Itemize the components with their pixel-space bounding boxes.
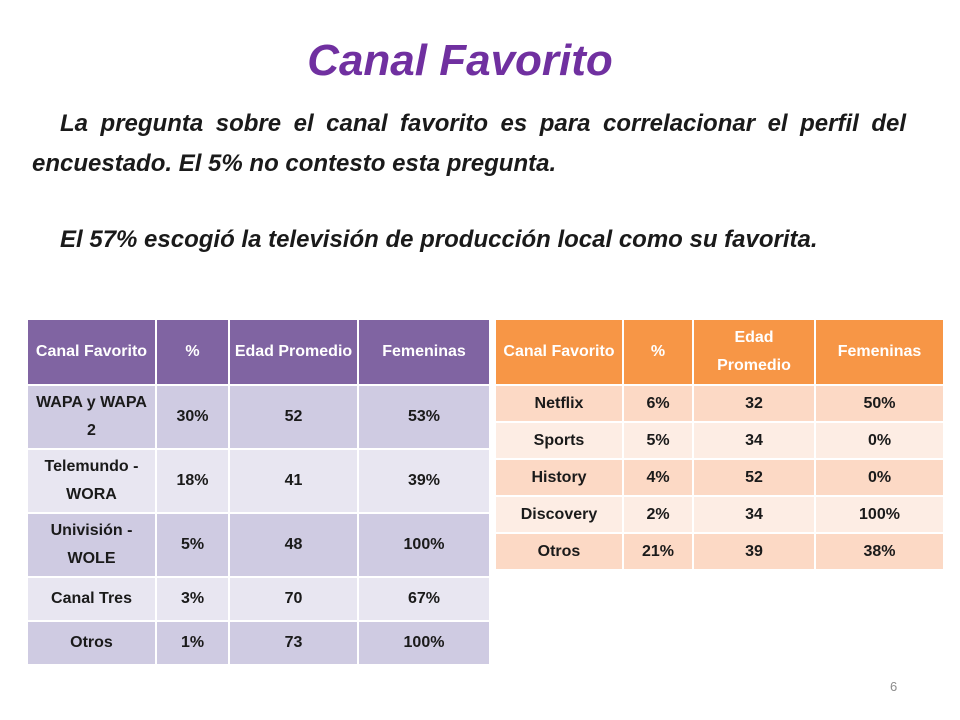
cell-percent: 5%: [622, 421, 694, 460]
table-row: WAPA y WAPA 2 30% 52 53%: [26, 384, 491, 450]
cell-age: 41: [228, 448, 359, 514]
local-channels-table: Canal Favorito % Edad Promedio Femeninas…: [26, 318, 491, 666]
other-channels-table: Canal Favorito % Edad Promedio Femeninas…: [494, 318, 945, 571]
header-edad-promedio: Edad Promedio: [692, 318, 816, 386]
cell-percent: 2%: [622, 495, 694, 534]
cell-female: 53%: [357, 384, 491, 450]
paragraph-local-tv: El 57% escogió la televisión de producci…: [60, 226, 818, 253]
table-row: Canal Tres 3% 70 67%: [26, 576, 491, 622]
table-row: Telemundo - WORA 18% 41 39%: [26, 448, 491, 514]
cell-female: 0%: [814, 458, 945, 497]
cell-female: 100%: [357, 620, 491, 666]
table-header-row: Canal Favorito % Edad Promedio Femeninas: [494, 318, 945, 386]
page-number: 6: [890, 679, 898, 694]
cell-age: 70: [228, 576, 359, 622]
table-row: Discovery 2% 34 100%: [494, 495, 945, 534]
cell-female: 100%: [814, 495, 945, 534]
cell-percent: 6%: [622, 384, 694, 423]
header-percent: %: [155, 318, 230, 386]
cell-female: 50%: [814, 384, 945, 423]
cell-percent: 3%: [155, 576, 230, 622]
cell-channel: Univisión - WOLE: [26, 512, 157, 578]
cell-female: 67%: [357, 576, 491, 622]
cell-channel: WAPA y WAPA 2: [26, 384, 157, 450]
cell-age: 34: [692, 421, 816, 460]
cell-channel: Canal Tres: [26, 576, 157, 622]
slide-title: Canal Favorito: [307, 36, 613, 85]
cell-percent: 30%: [155, 384, 230, 450]
cell-female: 100%: [357, 512, 491, 578]
cell-age: 39: [692, 532, 816, 571]
cell-percent: 18%: [155, 448, 230, 514]
cell-age: 34: [692, 495, 816, 534]
cell-percent: 4%: [622, 458, 694, 497]
table-row: Sports 5% 34 0%: [494, 421, 945, 460]
cell-percent: 5%: [155, 512, 230, 578]
header-percent: %: [622, 318, 694, 386]
cell-channel: Telemundo - WORA: [26, 448, 157, 514]
cell-channel: History: [494, 458, 624, 497]
cell-channel: Discovery: [494, 495, 624, 534]
cell-age: 32: [692, 384, 816, 423]
cell-age: 73: [228, 620, 359, 666]
paragraph-intro: La pregunta sobre el canal favorito es p…: [32, 110, 906, 177]
cell-channel: Otros: [494, 532, 624, 571]
cell-channel: Netflix: [494, 384, 624, 423]
table-row: Otros 1% 73 100%: [26, 620, 491, 666]
header-edad-promedio: Edad Promedio: [228, 318, 359, 386]
cell-age: 52: [692, 458, 816, 497]
table-header-row: Canal Favorito % Edad Promedio Femeninas: [26, 318, 491, 386]
header-femeninas: Femeninas: [357, 318, 491, 386]
table-row: Netflix 6% 32 50%: [494, 384, 945, 423]
cell-channel: Otros: [26, 620, 157, 666]
table-row: History 4% 52 0%: [494, 458, 945, 497]
header-canal-favorito: Canal Favorito: [26, 318, 157, 386]
header-femeninas: Femeninas: [814, 318, 945, 386]
cell-channel: Sports: [494, 421, 624, 460]
table-row: Univisión - WOLE 5% 48 100%: [26, 512, 491, 578]
cell-female: 39%: [357, 448, 491, 514]
cell-female: 38%: [814, 532, 945, 571]
cell-age: 48: [228, 512, 359, 578]
cell-percent: 1%: [155, 620, 230, 666]
cell-percent: 21%: [622, 532, 694, 571]
cell-female: 0%: [814, 421, 945, 460]
header-canal-favorito: Canal Favorito: [494, 318, 624, 386]
table-row: Otros 21% 39 38%: [494, 532, 945, 571]
cell-age: 52: [228, 384, 359, 450]
